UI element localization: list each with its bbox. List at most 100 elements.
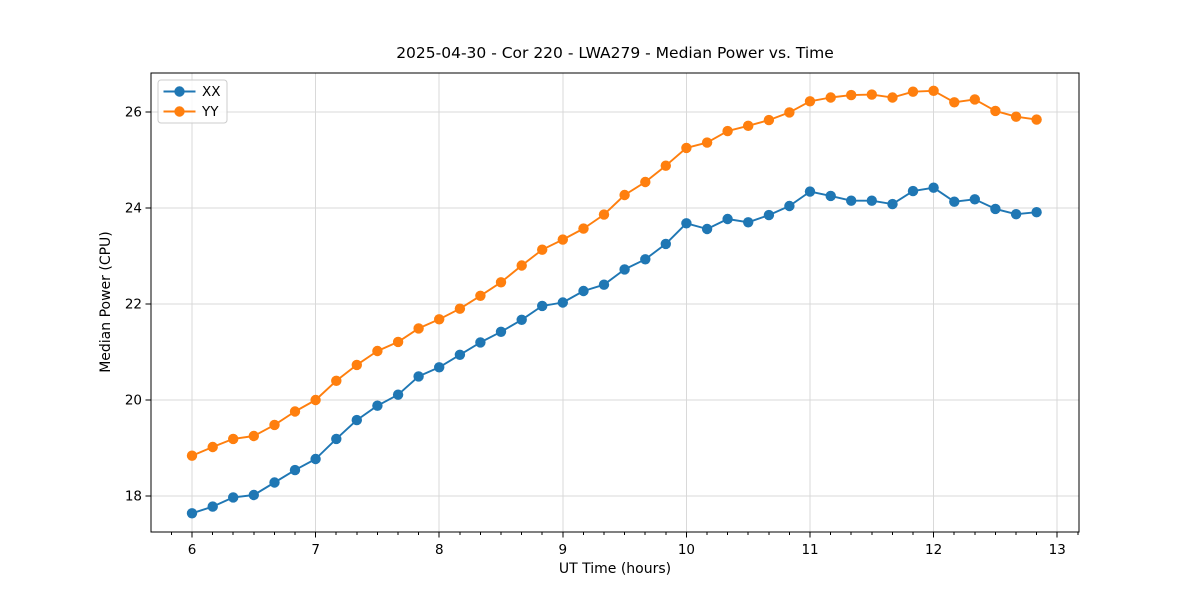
data-point-xx bbox=[413, 371, 424, 382]
y-tick-label: 22 bbox=[125, 297, 142, 313]
data-point-xx bbox=[784, 200, 795, 212]
data-point-xx bbox=[743, 217, 754, 228]
x-axis-label: UT Time (hours) bbox=[559, 561, 671, 577]
legend-marker-yy bbox=[174, 106, 185, 117]
data-point-yy bbox=[351, 359, 362, 371]
data-point-yy bbox=[887, 92, 898, 103]
x-tick-labels: 6 7 8 9 10 11 12 13 bbox=[188, 542, 1066, 558]
x-tick-label: 11 bbox=[801, 542, 818, 558]
data-point-yy bbox=[310, 394, 321, 406]
data-point-yy bbox=[186, 450, 198, 461]
data-point-yy bbox=[681, 142, 692, 154]
data-point-yy bbox=[949, 97, 960, 108]
data-point-xx bbox=[228, 492, 239, 503]
data-point-xx bbox=[681, 218, 692, 229]
data-point-yy bbox=[207, 441, 218, 453]
data-point-yy bbox=[331, 375, 342, 386]
data-point-xx bbox=[248, 489, 259, 501]
chart-title: 2025-04-30 - Cor 220 - LWA279 - Median P… bbox=[396, 44, 834, 62]
data-point-xx bbox=[619, 264, 630, 275]
data-point-yy bbox=[722, 125, 733, 137]
plot-border bbox=[150, 72, 1080, 533]
data-point-xx bbox=[866, 195, 877, 206]
data-point-yy bbox=[289, 406, 301, 417]
data-point-yy bbox=[969, 94, 980, 105]
data-point-yy bbox=[1010, 111, 1022, 122]
x-tick-label: 6 bbox=[188, 542, 197, 558]
data-point-yy bbox=[434, 314, 445, 325]
legend-marker-xx bbox=[174, 86, 185, 97]
data-point-xx bbox=[578, 285, 589, 297]
data-point-xx bbox=[310, 453, 321, 465]
y-tick-label: 24 bbox=[125, 201, 142, 217]
data-point-xx bbox=[598, 279, 610, 290]
data-point-xx bbox=[887, 198, 898, 210]
data-point-yy bbox=[619, 189, 630, 201]
data-point-yy bbox=[495, 277, 507, 288]
data-point-yy bbox=[660, 160, 671, 171]
data-point-xx bbox=[640, 254, 651, 265]
y-tick-label: 26 bbox=[125, 105, 142, 121]
series bbox=[186, 85, 1042, 519]
data-point-yy bbox=[516, 260, 527, 271]
data-point-xx bbox=[1010, 209, 1022, 220]
x-tick-label: 12 bbox=[925, 542, 942, 558]
data-point-yy bbox=[804, 96, 816, 107]
y-tick-label: 18 bbox=[125, 489, 142, 505]
data-point-xx bbox=[763, 209, 775, 221]
axis-ticks bbox=[145, 111, 1079, 538]
data-point-xx bbox=[949, 196, 960, 207]
data-point-xx bbox=[475, 337, 486, 348]
y-axis-label: Median Power (CPU) bbox=[98, 231, 114, 373]
data-point-xx bbox=[331, 433, 342, 445]
data-point-yy bbox=[248, 430, 259, 442]
series-line-xx bbox=[191, 186, 1037, 515]
data-point-yy bbox=[598, 209, 610, 220]
data-point-yy bbox=[743, 120, 754, 131]
data-point-xx bbox=[846, 195, 857, 206]
data-point-xx bbox=[825, 190, 836, 202]
y-tick-labels: 18 20 22 24 26 bbox=[125, 105, 142, 505]
data-point-yy bbox=[537, 244, 548, 255]
data-point-yy bbox=[392, 336, 404, 348]
data-point-yy bbox=[866, 89, 877, 100]
y-tick-label: 20 bbox=[125, 393, 142, 409]
legend: XX YY bbox=[157, 79, 228, 124]
data-point-xx bbox=[969, 194, 980, 205]
data-point-yy bbox=[454, 303, 466, 314]
data-point-yy bbox=[928, 85, 939, 97]
x-tick-label: 7 bbox=[311, 542, 320, 558]
data-point-xx bbox=[186, 508, 198, 519]
data-point-xx bbox=[454, 349, 466, 360]
data-point-xx bbox=[372, 400, 383, 411]
data-point-yy bbox=[269, 419, 280, 431]
data-point-yy bbox=[640, 176, 651, 188]
data-point-yy bbox=[578, 223, 589, 234]
x-tick-label: 13 bbox=[1049, 542, 1066, 558]
data-point-yy bbox=[846, 89, 857, 101]
data-point-yy bbox=[907, 86, 919, 97]
data-point-xx bbox=[804, 186, 816, 197]
data-point-xx bbox=[722, 213, 733, 225]
data-point-yy bbox=[413, 323, 424, 334]
data-point-yy bbox=[990, 105, 1001, 117]
data-point-xx bbox=[537, 300, 548, 312]
data-point-yy bbox=[784, 107, 795, 118]
data-point-xx bbox=[269, 477, 280, 488]
data-point-xx bbox=[516, 314, 527, 325]
data-point-yy bbox=[228, 433, 239, 445]
data-point-xx bbox=[495, 326, 507, 337]
data-point-yy bbox=[763, 114, 775, 126]
data-point-xx bbox=[434, 362, 445, 373]
data-point-xx bbox=[1031, 207, 1042, 218]
data-point-xx bbox=[660, 238, 671, 250]
data-point-xx bbox=[351, 414, 362, 426]
data-point-xx bbox=[392, 389, 404, 400]
data-point-xx bbox=[557, 297, 568, 308]
data-point-yy bbox=[1031, 114, 1042, 125]
data-point-xx bbox=[907, 185, 919, 197]
data-point-yy bbox=[557, 234, 568, 245]
x-tick-label: 8 bbox=[435, 542, 444, 558]
grid bbox=[151, 73, 1079, 532]
